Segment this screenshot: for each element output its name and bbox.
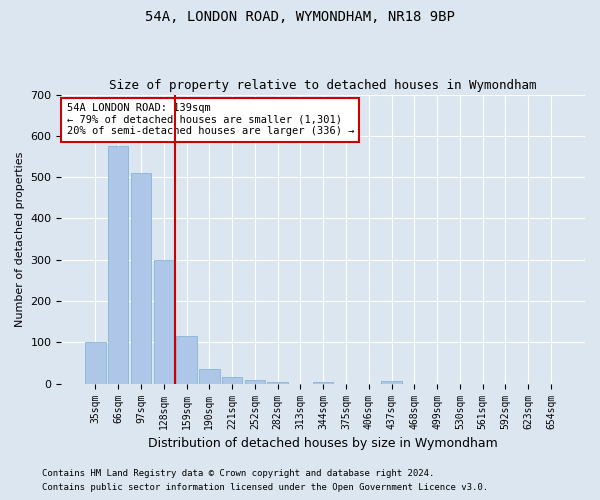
Bar [108,146,128,384]
X-axis label: Distribution of detached houses by size in Wymondham: Distribution of detached houses by size … [148,437,498,450]
Bar [176,336,197,384]
Bar [268,382,288,384]
Text: 54A, LONDON ROAD, WYMONDHAM, NR18 9BP: 54A, LONDON ROAD, WYMONDHAM, NR18 9BP [145,10,455,24]
Y-axis label: Number of detached properties: Number of detached properties [15,152,25,327]
Bar [85,342,106,384]
Bar [131,173,151,384]
Text: Contains HM Land Registry data © Crown copyright and database right 2024.: Contains HM Land Registry data © Crown c… [42,468,434,477]
Bar [154,260,174,384]
Title: Size of property relative to detached houses in Wymondham: Size of property relative to detached ho… [109,79,537,92]
Text: Contains public sector information licensed under the Open Government Licence v3: Contains public sector information licen… [42,484,488,492]
Bar [222,378,242,384]
Bar [313,382,334,384]
Bar [381,381,402,384]
Bar [245,380,265,384]
Bar [199,369,220,384]
Text: 54A LONDON ROAD: 139sqm
← 79% of detached houses are smaller (1,301)
20% of semi: 54A LONDON ROAD: 139sqm ← 79% of detache… [67,103,354,136]
